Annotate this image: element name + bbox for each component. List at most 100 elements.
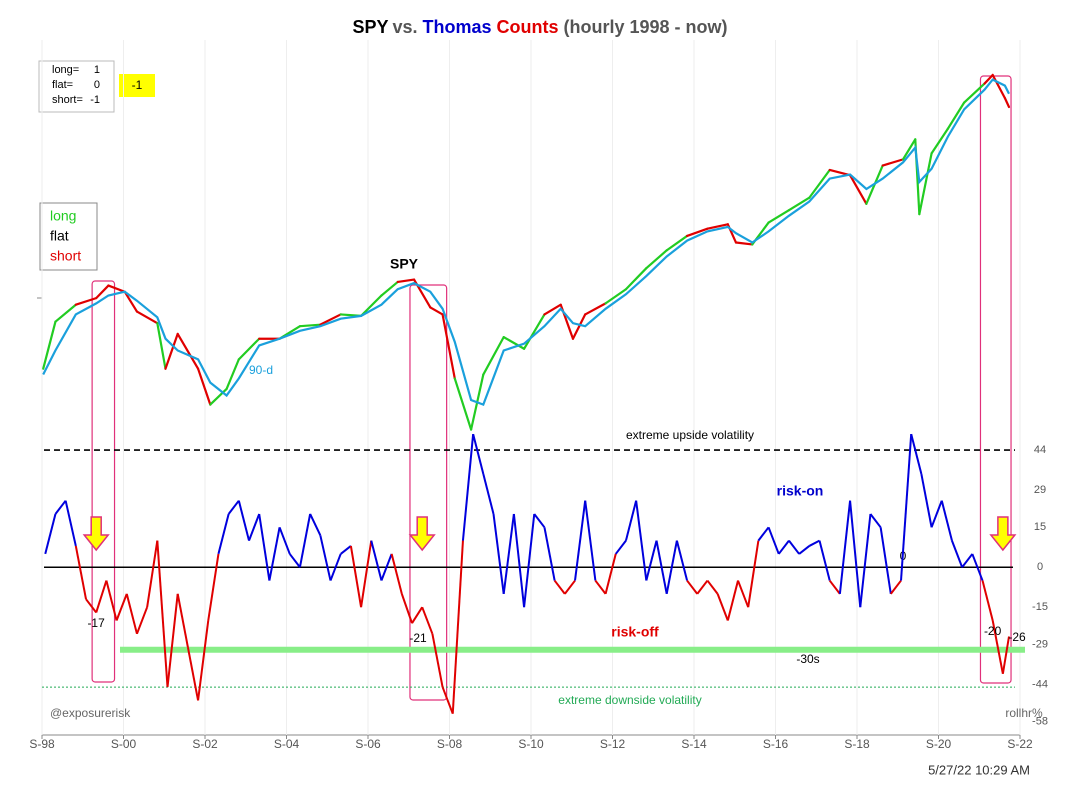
oscillator-segment [176,593,189,648]
x-tick-label: S-20 [926,737,952,751]
oscillator-segment [859,513,872,608]
y2-tick-label: 15 [1034,521,1046,533]
oscillator-segment [849,500,862,608]
oscillator-segment [655,540,668,595]
oscillator-segment [686,579,699,595]
oscillator-segment [44,513,57,555]
oscillator-segment [85,598,97,614]
price-segment [441,313,456,380]
price-segment [685,227,709,238]
oscillator-segment [665,540,678,595]
x-tick-label: S-04 [274,737,300,751]
price-segment [42,320,57,370]
oscillator-segment [492,513,505,594]
oscillator-segment [890,579,902,595]
oscillator-segment [197,620,210,701]
oscillator-segment [900,434,913,581]
oscillator-segment [421,606,434,635]
chart-title: SPY vs. Thomas Counts (hourly 1998 - now) [352,17,727,37]
oscillator-segment [991,620,1004,674]
y2-tick-label: 29 [1034,484,1046,496]
price-segment [983,73,994,85]
oscillator-segment [217,513,230,555]
x-tick-label: S-16 [763,737,789,751]
price-segment [571,313,587,340]
price-segment [901,138,917,161]
price-segment [543,303,562,316]
oscillator-segment [115,593,128,621]
position-key-label: short= [52,94,83,106]
current-position-box [119,74,155,97]
oscillator-segment [940,500,953,541]
price-segment [706,223,729,230]
annotation: @exposurerisk [50,706,131,720]
price-segment [209,387,228,406]
oscillator-segment [961,553,974,568]
y2-tick-label: -29 [1032,638,1048,650]
oscillator-segment [604,553,617,595]
price-segment [453,377,473,431]
oscillator-segment [411,606,424,624]
oscillator-segment [951,540,964,568]
highlight-range [91,280,116,683]
signal-arrow [408,516,436,552]
oscillator-segment [248,513,261,541]
oscillator-segment [340,545,352,555]
oscillator-segment [319,535,332,581]
price-segment [123,290,139,313]
price-segment [918,152,933,216]
oscillator-segment [74,545,87,600]
oscillator-segment [971,553,984,581]
state-legend-box [39,202,98,271]
x-tick-label: S-10 [518,737,544,751]
oscillator-segment [614,540,627,555]
oscillator-segment [309,513,322,536]
price-segment [604,288,628,305]
price-segment [54,303,77,323]
oscillator-segment [920,473,933,528]
price-segment [645,249,668,270]
oscillator-segment [156,540,169,688]
reference-label: extreme downside volatility [558,693,701,707]
oscillator-segment [136,606,149,635]
oscillator-segment [747,540,760,608]
oscillator-segment [777,540,790,555]
oscillator-segment [278,526,291,555]
title-part: SPY [352,17,388,37]
price-segment [74,297,98,306]
moving-average [42,78,1010,407]
oscillator-segment [757,526,770,542]
annotation: risk-off [611,624,659,640]
oscillator-segment [125,593,138,635]
oscillator-segment [788,540,800,555]
price-segment [429,306,444,316]
oscillator-segment [818,540,831,581]
oscillator-segment [268,527,281,581]
x-tick-label: S-06 [355,737,381,751]
highlight-range [409,284,448,701]
price-segment [95,284,110,300]
oscillator-segment [227,500,240,515]
oscillator-segment [146,540,159,608]
oscillator-segment [360,540,373,608]
price-segment [237,337,261,361]
price-segment [881,158,905,167]
oscillator-segment [258,513,271,581]
position-key-value: 0 [94,79,100,91]
oscillator-segment [584,500,597,581]
oscillator-segment [635,500,648,581]
oscillator-segment [798,545,810,555]
price-segment [196,367,212,406]
position-key-label: flat= [52,79,73,91]
legend-entry: long [50,208,76,224]
oscillator-segment [716,593,729,621]
oscillator-segment [370,540,383,581]
oscillator-segment [523,513,536,608]
price-segment [164,332,179,370]
oscillator-segment [767,526,780,555]
x-tick-label: S-12 [600,737,626,751]
oscillator-segment [869,513,882,528]
callout-label: -17 [87,616,105,630]
title-part: vs. [392,17,417,37]
